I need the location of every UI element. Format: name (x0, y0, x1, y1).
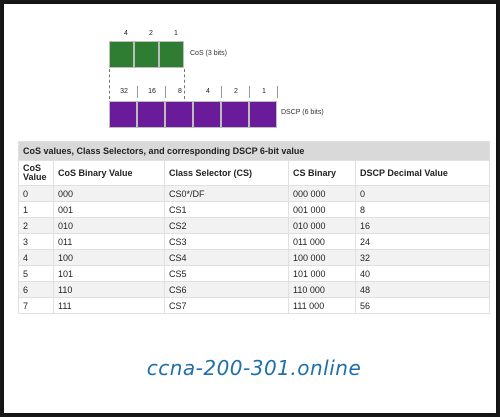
dscp-bit-box (137, 101, 165, 128)
table-row: 5 101 CS5 101 000 40 (18, 265, 490, 282)
cell-cos-value: 0 (18, 185, 54, 202)
cos-bit-box (159, 41, 184, 68)
cos-bit-box (134, 41, 159, 68)
dscp-tick (165, 86, 166, 98)
cos-dscp-table: CoS values, Class Selectors, and corresp… (18, 141, 490, 314)
dscp-tick (249, 86, 250, 98)
cell-class-selector: CS3 (164, 233, 289, 250)
cell-cs-binary: 110 000 (288, 281, 356, 298)
cell-cos-value: 3 (18, 233, 54, 250)
cell-cs-binary: 001 000 (288, 201, 356, 218)
cell-cos-binary: 000 (53, 185, 165, 202)
cell-cos-value: 6 (18, 281, 54, 298)
cell-class-selector: CS0*/DF (164, 185, 289, 202)
cell-cs-binary: 000 000 (288, 185, 356, 202)
cell-cos-binary: 101 (53, 265, 165, 282)
dscp-bit-value-32: 32 (120, 88, 128, 95)
dscp-bit-value-2: 2 (234, 88, 238, 95)
cos-bit-box (109, 41, 134, 68)
dscp-tick (277, 86, 278, 98)
cell-dscp-decimal: 40 (355, 265, 490, 282)
cell-cos-binary: 100 (53, 249, 165, 266)
cell-cs-binary: 010 000 (288, 217, 356, 234)
cell-dscp-decimal: 24 (355, 233, 490, 250)
table-row: 1 001 CS1 001 000 8 (18, 201, 490, 218)
dscp-bit-box (193, 101, 221, 128)
cell-dscp-decimal: 0 (355, 185, 490, 202)
col-header-class-selector: Class Selector (CS) (164, 160, 289, 186)
table-row: 3 011 CS3 011 000 24 (18, 233, 490, 250)
dscp-bit-box (221, 101, 249, 128)
cell-cos-value: 5 (18, 265, 54, 282)
cos-bit-value-1: 1 (174, 30, 178, 37)
table-row: 4 100 CS4 100 000 32 (18, 249, 490, 266)
cell-class-selector: CS7 (164, 297, 289, 314)
watermark-logo: ccna-200-301.online (146, 356, 362, 380)
cell-cs-binary: 011 000 (288, 233, 356, 250)
col-header-dscp-decimal: DSCP Decimal Value (355, 160, 490, 186)
cell-cos-value: 4 (18, 249, 54, 266)
cell-class-selector: CS4 (164, 249, 289, 266)
col-header-cs-binary: CS Binary (288, 160, 356, 186)
dscp-tick (137, 86, 138, 98)
cell-class-selector: CS1 (164, 201, 289, 218)
table-row: 2 010 CS2 010 000 16 (18, 217, 490, 234)
cell-cos-binary: 110 (53, 281, 165, 298)
dscp-bit-value-1: 1 (262, 88, 266, 95)
col-header-cos-value: CoS Value (18, 160, 54, 186)
dscp-bit-box (165, 101, 193, 128)
cell-class-selector: CS6 (164, 281, 289, 298)
figure-frame: 4 2 1 CoS (3 bits) 32 16 8 4 2 1 DSCP (6… (4, 4, 496, 413)
cell-cos-value: 1 (18, 201, 54, 218)
cell-cs-binary: 100 000 (288, 249, 356, 266)
dscp-bit-value-16: 16 (148, 88, 156, 95)
cell-dscp-decimal: 32 (355, 249, 490, 266)
mapping-dashed-line (184, 69, 185, 99)
table-row: 0 000 CS0*/DF 000 000 0 (18, 185, 490, 202)
table-row: 7 111 CS7 111 000 56 (18, 297, 490, 314)
cell-dscp-decimal: 48 (355, 281, 490, 298)
dscp-tick (221, 86, 222, 98)
table-row: 6 110 CS6 110 000 48 (18, 281, 490, 298)
cos-bit-value-4: 4 (124, 30, 128, 37)
col-header-cos-binary: CoS Binary Value (53, 160, 165, 186)
cell-cos-value: 7 (18, 297, 54, 314)
cell-cs-binary: 111 000 (288, 297, 356, 314)
table-title: CoS values, Class Selectors, and corresp… (18, 141, 490, 161)
cell-dscp-decimal: 56 (355, 297, 490, 314)
cos-label: CoS (3 bits) (190, 50, 227, 57)
cos-bit-value-2: 2 (149, 30, 153, 37)
dscp-label: DSCP (6 bits) (281, 109, 324, 116)
cell-dscp-decimal: 8 (355, 201, 490, 218)
cell-cos-value: 2 (18, 217, 54, 234)
dscp-bit-value-4: 4 (206, 88, 210, 95)
cell-cos-binary: 011 (53, 233, 165, 250)
cell-cs-binary: 101 000 (288, 265, 356, 282)
cell-class-selector: CS2 (164, 217, 289, 234)
cell-cos-binary: 010 (53, 217, 165, 234)
dscp-bit-value-8: 8 (178, 88, 182, 95)
cell-class-selector: CS5 (164, 265, 289, 282)
mapping-dashed-line (109, 69, 110, 99)
cell-cos-binary: 111 (53, 297, 165, 314)
dscp-bit-box (249, 101, 277, 128)
cell-dscp-decimal: 16 (355, 217, 490, 234)
dscp-bit-box (109, 101, 137, 128)
cell-cos-binary: 001 (53, 201, 165, 218)
